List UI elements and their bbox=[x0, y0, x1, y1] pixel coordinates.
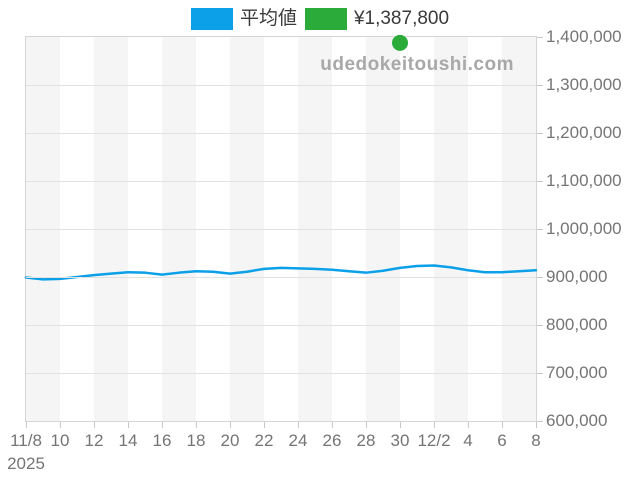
x-axis-tick bbox=[94, 422, 95, 428]
x-axis-label: 12/2 bbox=[417, 431, 451, 450]
y-axis-tick bbox=[537, 85, 543, 86]
x-axis-label: 11/8 bbox=[10, 431, 42, 450]
legend-item-sale-price[interactable]: ¥1,387,800 bbox=[304, 8, 450, 30]
plot-canvas[interactable] bbox=[24, 34, 538, 422]
x-axis-tick bbox=[502, 422, 503, 428]
x-axis-year-label: 2025 bbox=[7, 454, 45, 473]
x-axis-tick bbox=[332, 422, 333, 428]
x-axis-label: 4 bbox=[463, 431, 473, 450]
y-axis-label: 800,000 bbox=[546, 315, 608, 334]
y-axis-label: 1,100,000 bbox=[546, 171, 622, 190]
x-axis-label: 28 bbox=[356, 431, 376, 450]
y-axis-tick bbox=[537, 133, 543, 134]
chart-legend: 平均値 ¥1,387,800 bbox=[0, 8, 640, 30]
x-axis-tick bbox=[196, 422, 197, 428]
gridline bbox=[26, 181, 536, 182]
x-axis-tick bbox=[400, 422, 401, 428]
legend-label-average: 平均値 bbox=[239, 8, 297, 29]
gridline bbox=[26, 277, 536, 278]
x-axis-label: 10 bbox=[50, 431, 70, 450]
legend-label-sale-price: ¥1,387,800 bbox=[353, 8, 450, 29]
x-axis-label: 22 bbox=[254, 431, 274, 450]
plot-svg bbox=[24, 34, 538, 281]
y-axis-tick bbox=[537, 229, 543, 230]
sale-price-swatch-icon bbox=[304, 8, 347, 30]
x-axis-tick bbox=[434, 422, 435, 428]
y-axis-label: 900,000 bbox=[546, 267, 608, 286]
y-axis-label: 600,000 bbox=[546, 411, 608, 430]
y-axis-tick bbox=[537, 37, 543, 38]
x-axis-tick bbox=[536, 422, 537, 428]
x-axis-tick bbox=[26, 422, 27, 428]
y-axis-tick bbox=[537, 325, 543, 326]
gridline bbox=[26, 133, 536, 134]
gridline bbox=[26, 325, 536, 326]
y-axis-label: 1,000,000 bbox=[546, 219, 622, 238]
x-axis-tick bbox=[298, 422, 299, 428]
x-axis-tick bbox=[162, 422, 163, 428]
x-axis-label: 14 bbox=[118, 431, 138, 450]
x-axis-tick bbox=[366, 422, 367, 428]
y-axis-tick bbox=[537, 421, 543, 422]
y-axis-label: 1,400,000 bbox=[546, 27, 622, 46]
average-price-line bbox=[24, 264, 538, 281]
x-axis-label: 24 bbox=[288, 431, 308, 450]
x-axis-tick bbox=[128, 422, 129, 428]
watermark: udedokeitoushi.com bbox=[320, 54, 514, 75]
y-axis-tick bbox=[537, 277, 543, 278]
y-axis-label: 1,300,000 bbox=[546, 75, 622, 94]
x-axis-tick bbox=[468, 422, 469, 428]
x-axis-label: 30 bbox=[390, 431, 410, 450]
x-axis-label: 12 bbox=[84, 431, 104, 450]
x-axis-label: 26 bbox=[322, 431, 342, 450]
y-axis-label: 700,000 bbox=[546, 363, 608, 382]
y-axis-label: 1,200,000 bbox=[546, 123, 622, 142]
x-axis-tick bbox=[60, 422, 61, 428]
x-axis-label: 20 bbox=[220, 431, 240, 450]
y-axis-tick bbox=[537, 373, 543, 374]
legend-item-average[interactable]: 平均値 bbox=[190, 8, 297, 30]
x-axis-tick bbox=[230, 422, 231, 428]
x-axis-label: 18 bbox=[186, 431, 206, 450]
gridline bbox=[26, 85, 536, 86]
x-axis-label: 8 bbox=[531, 431, 541, 450]
gridline bbox=[26, 229, 536, 230]
x-axis-label: 6 bbox=[497, 431, 507, 450]
sale-price-dot[interactable] bbox=[392, 34, 408, 51]
x-axis-label: 16 bbox=[152, 431, 172, 450]
average-series-swatch-icon bbox=[190, 8, 233, 30]
x-axis-tick bbox=[264, 422, 265, 428]
y-axis-tick bbox=[537, 181, 543, 182]
gridline bbox=[26, 373, 536, 374]
